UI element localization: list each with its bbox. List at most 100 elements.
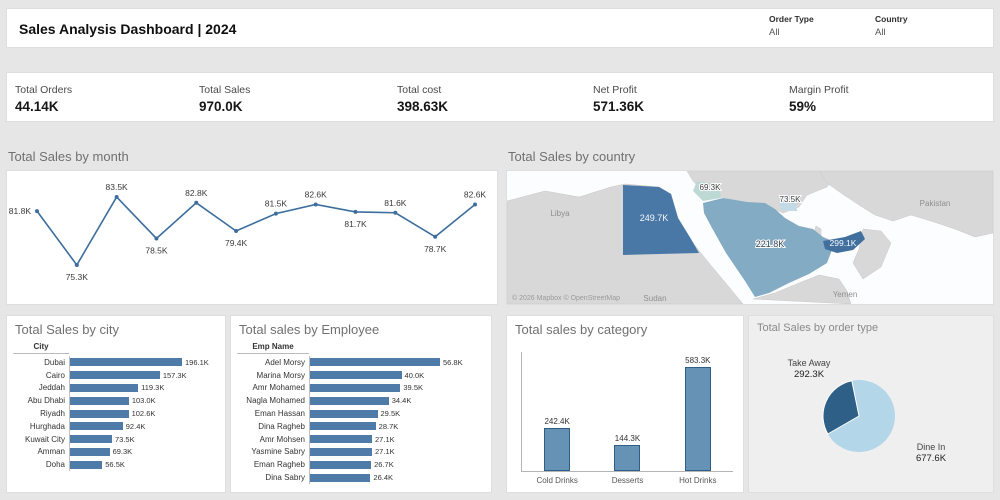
bar-value-label: 73.5K (114, 434, 135, 444)
bar[interactable] (310, 460, 372, 469)
bar-row-jeddah[interactable]: Jeddah 119.3K (13, 381, 219, 395)
bar-row-abu-dhabi[interactable]: Abu Dhabi 103.0K (13, 394, 219, 408)
bar-row-dubai[interactable]: Dubai 196.1K (13, 356, 219, 369)
category-bar-hot-drinks[interactable]: 583.3K Hot Drinks (671, 356, 725, 485)
pie-slice-take-away[interactable] (822, 380, 860, 435)
bar-value-label: 29.5K (380, 409, 401, 419)
bar[interactable] (310, 396, 389, 405)
map-country-egypt[interactable] (623, 185, 699, 255)
bar-value-label: 103.0K (131, 396, 156, 406)
bar-row-nagla-mohamed[interactable]: Nagla Mohamed 34.4K (237, 394, 485, 408)
bar[interactable] (310, 422, 376, 431)
order-type-pie-svg (822, 380, 895, 452)
map-country-kuwait[interactable] (779, 197, 797, 211)
kpi-margin-profit: Margin Profit 59% (789, 84, 849, 114)
bar[interactable] (70, 383, 139, 392)
category-bar-desserts[interactable]: 144.3K Desserts (600, 434, 654, 485)
bar[interactable] (310, 383, 401, 392)
panel-title: Total sales by category (515, 322, 648, 337)
bar[interactable] (70, 358, 182, 367)
panel-sales-by-category: Total sales by category 242.4K Cold Drink… (506, 315, 744, 493)
bar-row-cairo[interactable]: Cairo 157.3K (13, 368, 219, 382)
bar-row-amr-mohsen[interactable]: Amr Mohsen 27.1K (237, 432, 485, 446)
month-point[interactable] (393, 210, 398, 215)
kpi-value: 398.63K (397, 99, 449, 114)
bar[interactable] (70, 447, 110, 456)
bar-row-eman-hassan[interactable]: Eman Hassan 29.5K (237, 407, 485, 420)
bar-row-hurghada[interactable]: Hurghada 92.4K (13, 419, 219, 433)
bar[interactable] (544, 427, 571, 471)
map-value-label-kuwait: 73.5K (780, 195, 802, 204)
bar-row-adel-morsy[interactable]: Adel Morsy 56.8K (237, 356, 485, 369)
bar-value-label: 56.5K (105, 460, 125, 470)
bar-row-kuwait-city[interactable]: Kuwait City 73.5K (13, 432, 219, 446)
bar[interactable] (310, 447, 373, 456)
bar-row-dina-sabry[interactable]: Dina Sabry 26.4K (237, 471, 485, 484)
bar[interactable] (310, 371, 402, 380)
month-point[interactable] (35, 209, 39, 214)
row-label: Dina Sabry (265, 473, 305, 483)
bar[interactable] (70, 460, 103, 469)
map-country-uae[interactable] (823, 231, 865, 253)
month-point[interactable] (74, 263, 79, 267)
month-point[interactable] (273, 211, 278, 216)
bar[interactable] (310, 435, 373, 444)
panel-sales-by-city: Total Sales by city City Dubai 196.1K Cair… (6, 315, 226, 493)
bar[interactable] (70, 396, 129, 405)
bar-track: 27.1K (309, 432, 485, 446)
month-point[interactable] (194, 200, 199, 205)
bar[interactable] (614, 445, 641, 471)
bar-track: 103.0K (69, 394, 219, 408)
city-bar-chart: City Dubai 196.1K Cairo 157.3K Jeddah 119.3K A… (7, 341, 225, 472)
kpi-total-sales: Total Sales 970.0K (199, 84, 250, 114)
bar-row-doha[interactable]: Doha 56.5K (13, 458, 219, 472)
bar-row-eman-ragheb[interactable]: Eman Ragheb 26.7K (237, 458, 485, 472)
bar[interactable] (310, 473, 371, 482)
bar[interactable] (70, 371, 160, 380)
month-point[interactable] (234, 229, 239, 233)
bar[interactable] (684, 367, 711, 471)
category-label: Cold Drinks (536, 476, 578, 485)
month-point[interactable] (114, 195, 119, 199)
bar-track: 56.8K (309, 356, 485, 369)
bar-row-marina-morsy[interactable]: Marina Morsy 40.0K (237, 368, 485, 382)
bar-row-riyadh[interactable]: Riyadh 102.6K (13, 407, 219, 420)
filter-country[interactable]: Country All (875, 14, 975, 38)
bar-track: 40.0K (309, 368, 485, 382)
bar[interactable] (70, 422, 123, 431)
map-attribution[interactable]: © 2026 Mapbox © OpenStreetMap (512, 295, 620, 302)
row-label: Dina Ragheb (258, 421, 305, 431)
month-point[interactable] (313, 202, 318, 207)
column-header-emp-name[interactable]: Emp Name (237, 342, 309, 354)
row-label: Cairo (45, 370, 65, 380)
map-country-saudi-arabia[interactable] (703, 198, 835, 297)
bar-row-yasmine-sabry[interactable]: Yasmine Sabry 27.1K (237, 445, 485, 459)
bar[interactable] (310, 358, 440, 367)
slice-value: 677.6K (915, 453, 947, 464)
bar-track: 56.5K (69, 458, 219, 472)
filter-order-type-value[interactable]: All (769, 27, 780, 38)
month-point[interactable] (353, 209, 358, 214)
bar-track: 39.5K (309, 381, 485, 395)
month-point[interactable] (154, 236, 159, 241)
bar[interactable] (70, 435, 112, 444)
category-bar-cold-drinks[interactable]: 242.4K Cold Drinks (530, 417, 584, 485)
bar-row-amman[interactable]: Amman 69.3K (13, 445, 219, 459)
filter-order-type[interactable]: Order Type All (769, 14, 869, 38)
filter-country-value[interactable]: All (875, 27, 886, 38)
row-label: Amman (37, 447, 65, 457)
month-point[interactable] (473, 202, 477, 207)
panel-title: Total sales by Employee (239, 322, 380, 337)
column-header-city[interactable]: City (13, 342, 69, 354)
bar[interactable] (310, 409, 378, 418)
bar[interactable] (70, 409, 129, 418)
bar-row-amr-mohamed[interactable]: Amr Mohamed 39.5K (237, 381, 485, 395)
kpi-value: 571.36K (593, 99, 645, 114)
country-map: 249.7K 221.8K 299.1K 69.3K 73.5K Libya Sudan Pa… (506, 170, 994, 305)
month-point[interactable] (433, 234, 438, 239)
row-label: Adel Morsy (264, 357, 305, 367)
bar-track: 196.1K (69, 356, 219, 369)
panel-sales-by-month: Total Sales by month 81.8K 75.3K 83.5K 78.5… (6, 146, 498, 306)
bar-row-dina-ragheb[interactable]: Dina Ragheb 28.7K (237, 419, 485, 433)
map-country-jordan[interactable] (693, 181, 721, 201)
